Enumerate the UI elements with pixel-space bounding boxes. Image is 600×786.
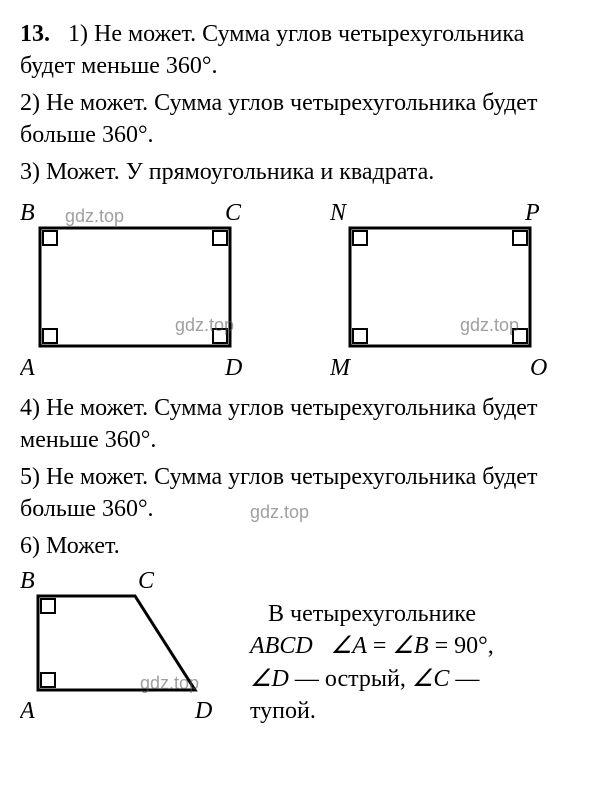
vertex-B2: B [20,568,35,594]
item-6: 6) Может. [20,530,580,562]
vertex-D: D [224,355,242,380]
vertex-O: O [530,355,547,380]
trapezoid-svg: B C A D [20,568,230,723]
corner-mark [353,329,367,343]
vertex-C2: C [138,568,155,594]
conclusion-line-2: ABCD ∠A = ∠B = 90°, [250,630,580,662]
angle-d: ∠D [250,666,289,692]
problem-number: 13. [20,21,50,47]
bottom-section: gdz.top B C A D В четырехугольнике ABCD … [20,568,580,728]
text-1: 1) Не может. Сумма углов четы­рехугольни… [20,21,524,79]
rectangle-svg-2: N P M O [330,200,560,380]
corner-mark [41,599,55,613]
trap-shape [38,596,195,690]
item-5: 5) Не может. Сумма углов четырех­угольни… [20,461,580,526]
ostry: — острый, [295,666,412,692]
rectangle-figure-1: gdz.top gdz.top B C A D [20,200,270,380]
rect-shape-1 [40,228,230,346]
conclusion-line-1: В четырехугольнике [250,598,580,630]
eq1: = [373,633,393,659]
angle-a: ∠A [331,633,367,659]
vertex-B: B [20,200,35,226]
corner-mark [43,329,57,343]
vertex-C: C [225,200,242,226]
figures-row-1: gdz.top gdz.top B C A D gdz.top N P M O [20,200,580,380]
angle-b: ∠B [392,633,428,659]
corner-mark [353,231,367,245]
angle-c: ∠C [412,666,450,692]
item-1: 13. 1) Не может. Сумма углов четы­рехуго… [20,18,580,83]
vertex-M: M [330,355,352,380]
conclusion-line-3: ∠D — острый, ∠C — [250,663,580,695]
vertex-A2: A [20,698,35,723]
corner-mark [43,231,57,245]
conclusion-line-4: тупой. [250,695,580,727]
conclusion-pre: В четырехугольнике [268,601,476,627]
item-3: 3) Может. У прямоугольника и квад­рата. [20,156,580,188]
dash: — [455,666,479,692]
corner-mark [213,329,227,343]
corner-mark [41,673,55,687]
eq90: = 90°, [435,633,494,659]
item-2: 2) Не может. Сумма углов четырех­угольни… [20,87,580,152]
trapezoid-figure: gdz.top B C A D [20,568,230,723]
rect-shape-2 [350,228,530,346]
vertex-A: A [20,355,35,380]
vertex-P: P [524,200,540,226]
vertex-D2: D [194,698,212,723]
corner-mark [213,231,227,245]
vertex-N: N [330,200,348,226]
conclusion-text: В четырехугольнике ABCD ∠A = ∠B = 90°, ∠… [250,568,580,728]
corner-mark [513,231,527,245]
abcd: ABCD [250,633,313,659]
rectangle-figure-2: gdz.top N P M O [330,200,560,380]
item-4: 4) Не может. Сумма углов четырех­угольни… [20,392,580,457]
corner-mark [513,329,527,343]
rectangle-svg-1: B C A D [20,200,270,380]
